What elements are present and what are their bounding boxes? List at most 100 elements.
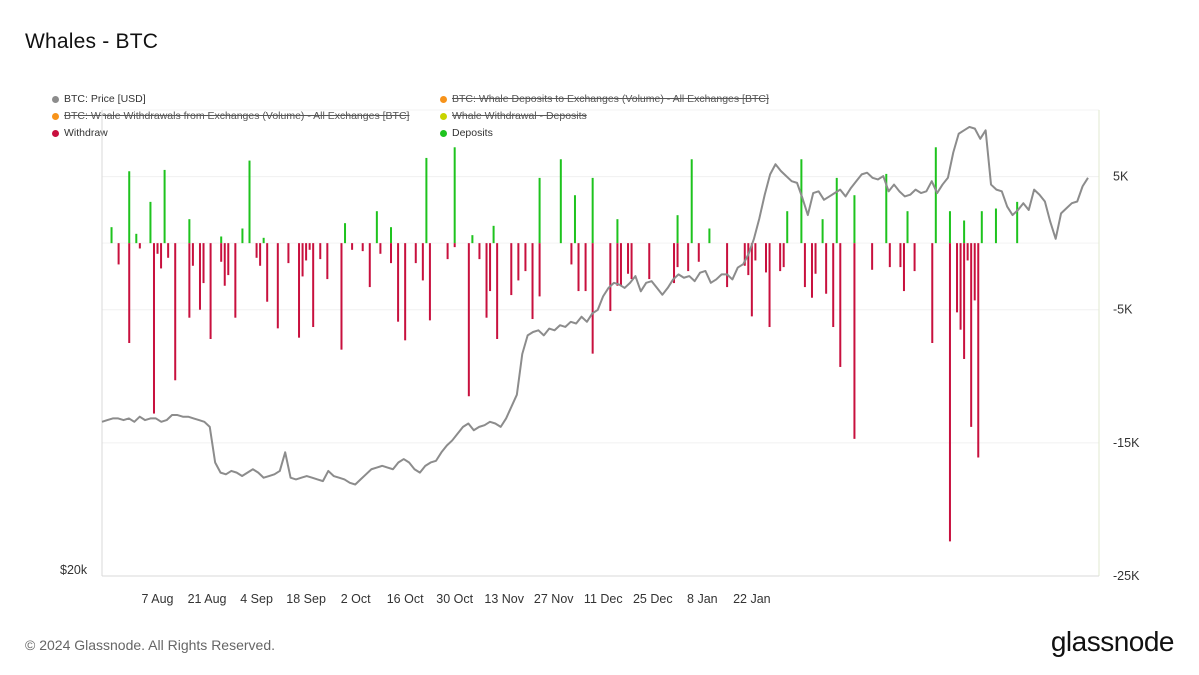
withdraw-bar xyxy=(138,243,141,249)
withdraw-bar xyxy=(630,243,633,280)
withdraw-bar xyxy=(467,243,470,397)
withdraw-bar xyxy=(478,243,481,260)
withdraw-bar xyxy=(747,243,750,276)
withdraw-bar xyxy=(287,243,290,264)
legend-item-price[interactable]: BTC: Price [USD] xyxy=(52,93,146,105)
chart-title: Whales - BTC xyxy=(25,30,159,53)
withdraw-bar xyxy=(616,243,619,286)
withdraw-bar xyxy=(673,243,676,284)
copyright-text: © 2024 Glassnode. All Rights Reserved. xyxy=(25,637,276,653)
withdraw-bar xyxy=(404,243,407,341)
withdraw-bar xyxy=(227,243,230,276)
deposit-bar xyxy=(948,211,951,244)
withdraw-bar xyxy=(191,243,194,266)
withdraw-bar xyxy=(726,243,729,288)
withdraw-bar xyxy=(453,243,456,248)
withdraw-bar xyxy=(128,243,131,343)
withdraw-bar xyxy=(531,243,534,320)
withdraw-bar xyxy=(931,243,934,343)
withdraw-bar xyxy=(913,243,916,272)
withdraw-bar xyxy=(570,243,573,265)
withdraw-bar xyxy=(223,243,226,286)
deposit-bar xyxy=(110,227,113,244)
withdraw-bar xyxy=(326,243,329,280)
legend-label: Whale Withdrawal - Deposits xyxy=(452,110,587,122)
withdraw-bar xyxy=(754,243,757,261)
withdraw-bar xyxy=(902,243,905,292)
legend-item-whale-withdrawals[interactable]: BTC: Whale Withdrawals from Exchanges (V… xyxy=(52,110,409,122)
legend-label: Deposits xyxy=(452,127,493,139)
withdraw-bar xyxy=(361,243,364,252)
withdraw-bar xyxy=(977,243,980,458)
x-tick-label: 16 Oct xyxy=(387,592,424,606)
legend-item-withdraw[interactable]: Withdraw xyxy=(52,127,108,139)
deposit-bar xyxy=(471,235,474,244)
withdraw-bar xyxy=(351,243,354,250)
withdraw-bar xyxy=(973,243,976,301)
deposit-bar xyxy=(453,147,456,244)
deposit-bar xyxy=(538,177,541,244)
x-tick-label: 18 Sep xyxy=(286,592,326,606)
legend-dot-icon xyxy=(440,95,447,103)
withdraw-bar xyxy=(421,243,424,281)
withdraw-bar xyxy=(782,243,785,268)
withdraw-bar xyxy=(319,243,322,260)
deposit-bar xyxy=(559,159,562,244)
deposit-bar xyxy=(262,237,265,244)
deposit-bar xyxy=(980,211,983,244)
withdraw-bar xyxy=(584,243,587,292)
withdraw-bar xyxy=(743,243,746,266)
withdraw-bar xyxy=(963,243,966,359)
deposit-bar xyxy=(425,157,428,244)
withdraw-bar xyxy=(697,243,700,262)
deposit-bar xyxy=(800,159,803,244)
withdraw-bar xyxy=(255,243,258,258)
withdraw-bar xyxy=(577,243,580,292)
withdraw-bar xyxy=(524,243,527,272)
withdraw-bar xyxy=(152,243,155,414)
deposit-bar xyxy=(128,171,131,244)
deposit-bar xyxy=(344,223,347,244)
x-tick-label: 7 Aug xyxy=(142,592,174,606)
withdraw-bar xyxy=(117,243,120,265)
withdraw-bar xyxy=(627,243,630,274)
legend-item-deposits[interactable]: Deposits xyxy=(440,127,493,139)
legend-label: BTC: Price [USD] xyxy=(64,93,146,105)
legend-item-withdrawal-minus-deposits[interactable]: Whale Withdrawal - Deposits xyxy=(440,110,587,122)
y-axis-ticks: 5K -5K -15K -25K xyxy=(1113,170,1140,583)
withdraw-bar xyxy=(510,243,513,296)
withdraw-bar xyxy=(899,243,902,268)
withdraw-bar xyxy=(234,243,237,318)
withdraw-bar xyxy=(305,243,308,261)
deposit-bar xyxy=(1016,201,1019,244)
withdraw-bar xyxy=(956,243,959,313)
x-tick-label: 13 Nov xyxy=(484,592,524,606)
withdraw-bar xyxy=(619,243,622,286)
withdraw-bar xyxy=(446,243,449,260)
x-axis-ticks: 7 Aug 21 Aug 4 Sep 18 Sep 2 Oct 16 Oct 30 Oct 1… xyxy=(142,592,771,606)
deposit-bar xyxy=(573,195,576,244)
legend-item-whale-deposits[interactable]: BTC: Whale Deposits to Exchanges (Volume… xyxy=(440,93,769,105)
withdraw-bar xyxy=(209,243,212,339)
y-right-tick-label: -5K xyxy=(1113,303,1133,317)
deposit-bar xyxy=(591,177,594,244)
withdraw-bar xyxy=(825,243,828,294)
deposit-bar xyxy=(616,219,619,244)
withdraw-bar xyxy=(810,243,813,298)
x-tick-label: 22 Jan xyxy=(733,592,771,606)
withdraw-bar xyxy=(803,243,806,288)
withdraw-bar xyxy=(174,243,177,381)
withdraw-bar xyxy=(312,243,315,328)
withdraw-bar xyxy=(966,243,969,261)
withdraw-bar xyxy=(397,243,400,322)
withdraw-bar xyxy=(156,243,159,254)
y-left-tick-label: $20k xyxy=(60,563,88,577)
withdraw-bar xyxy=(888,243,891,268)
y-right-tick-label: 5K xyxy=(1113,170,1129,184)
deposit-bar xyxy=(220,236,223,244)
legend-label: Withdraw xyxy=(64,127,108,139)
deposit-bar xyxy=(994,208,997,244)
withdraw-bar xyxy=(768,243,771,328)
deposit-bar xyxy=(390,227,393,244)
